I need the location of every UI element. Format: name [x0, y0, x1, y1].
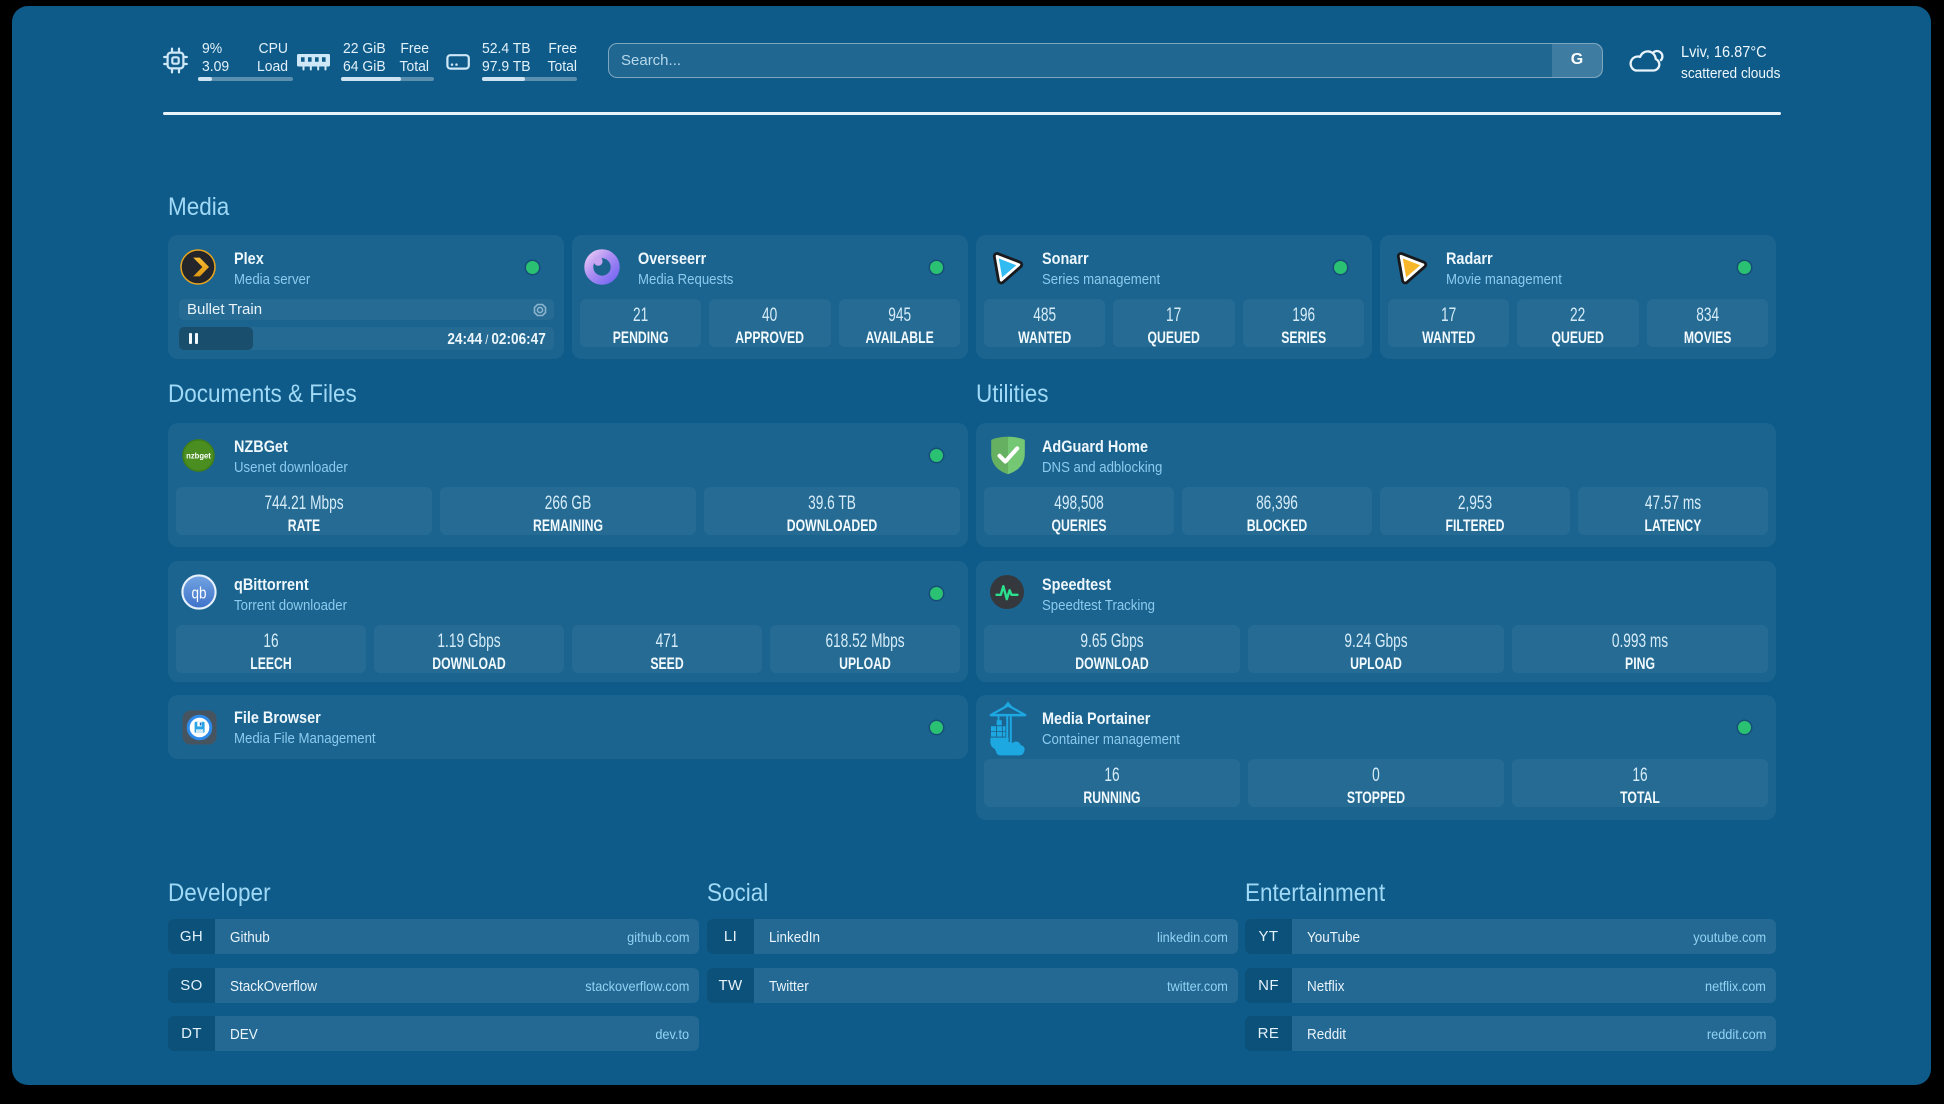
svg-text:nzbget: nzbget — [186, 451, 211, 461]
svg-text:qb: qb — [192, 584, 207, 603]
